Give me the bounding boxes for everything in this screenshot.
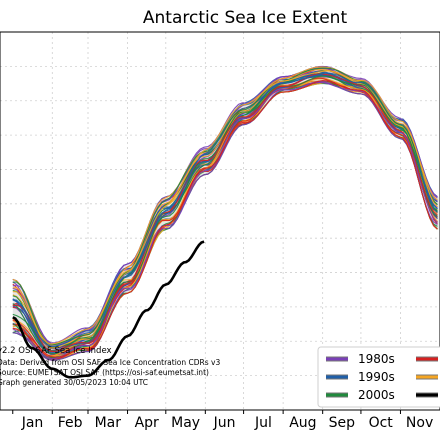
x-tick-label: Feb [58,415,83,431]
legend-label: 1980s [358,352,395,366]
info-line: Graph generated 30/05/2023 10:04 UTC [0,378,148,387]
line-2023 [12,240,205,379]
info-line: v2.2 OSI SAF Sea Ice Index [0,346,112,356]
year-lines [12,65,438,361]
info-line: Data: Derived from OSI SAF Sea Ice Conce… [0,358,220,367]
legend-box [317,346,440,408]
year-line [12,75,438,352]
info-text: v2.2 OSI SAF Sea Ice Index Data: Derived … [0,346,220,387]
legend-label: 2000s [358,388,395,402]
x-axis: Jan Feb Mar Apr May Jun Jul Aug Sep Oct Nov [12,410,433,431]
x-tick-label: Jul [254,415,272,431]
year-line [12,80,438,358]
x-tick-label: Jan [21,415,44,431]
year-line [12,81,438,360]
info-line: Source: EUMETSAT OSI SAF (https://osi-sa… [0,368,209,377]
x-tick-label: Mar [95,415,122,431]
x-tick-label: May [171,415,200,431]
line-2023-path [12,240,205,379]
year-line [12,73,438,353]
x-tick-label: Aug [289,415,316,431]
legend: 1980s1990s2000s2010s2020s2023 [317,346,440,408]
x-tick-label: Oct [369,415,394,431]
year-line [12,70,438,345]
year-line [12,80,438,361]
chart-title: Antarctic Sea Ice Extent [143,8,348,28]
legend-label: 1990s [358,370,395,384]
x-tick-label: Sep [329,415,356,431]
year-line [12,67,438,346]
x-tick-label: Apr [135,415,159,431]
x-tick-label: Jun [213,415,236,431]
x-tick-label: Nov [406,415,433,431]
plot-frame [0,31,440,411]
